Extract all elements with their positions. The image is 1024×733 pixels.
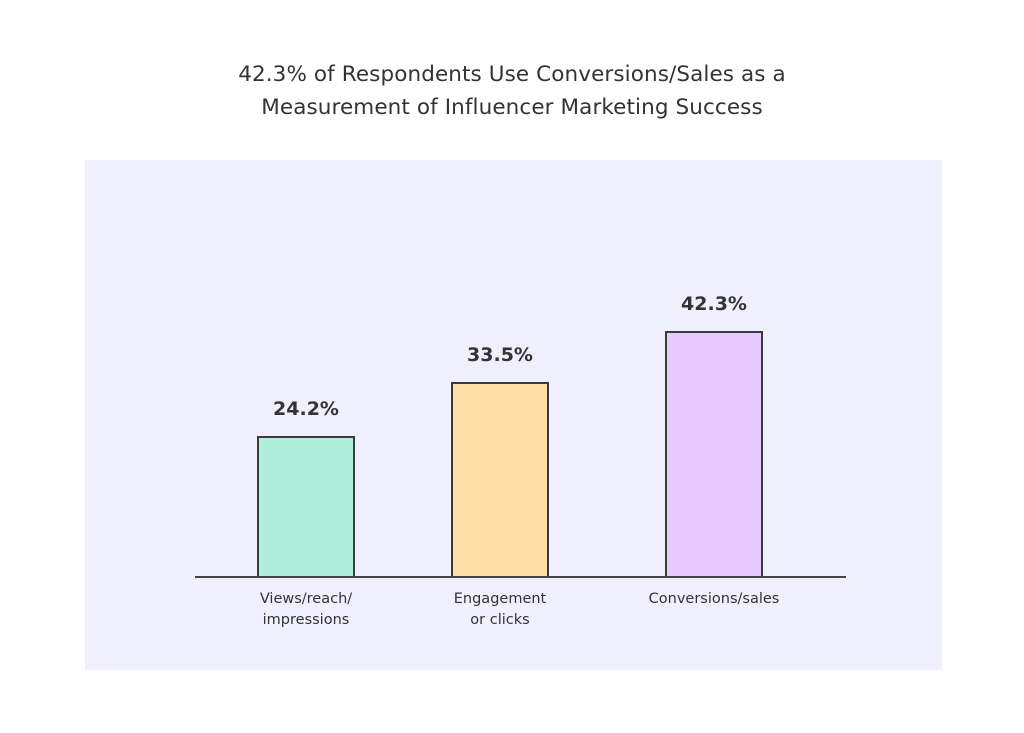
category-label-line: impressions [262,612,350,628]
chart-title: 42.3% of Respondents Use Conversions/Sal… [0,58,1024,124]
bar-3 [665,331,763,577]
bar-1 [257,436,355,577]
category-label-line: Views/reach/ [259,591,353,607]
x-axis-line [195,576,846,578]
category-label-line: Conversions/sales [648,591,780,607]
value-label-1: 24.2% [273,398,339,420]
category-label-2: Engagement or clicks [410,589,590,631]
value-label-3: 42.3% [681,293,747,315]
category-label-line: or clicks [470,612,530,628]
chart-title-line-1: 42.3% of Respondents Use Conversions/Sal… [238,62,786,87]
category-label-3: Conversions/sales [624,589,804,610]
category-label-line: Engagement [453,591,547,607]
chart-title-line-2: Measurement of Influencer Marketing Succ… [261,95,763,120]
value-label-2: 33.5% [467,344,533,366]
category-label-1: Views/reach/impressions [216,589,396,631]
bar-2 [451,382,549,577]
